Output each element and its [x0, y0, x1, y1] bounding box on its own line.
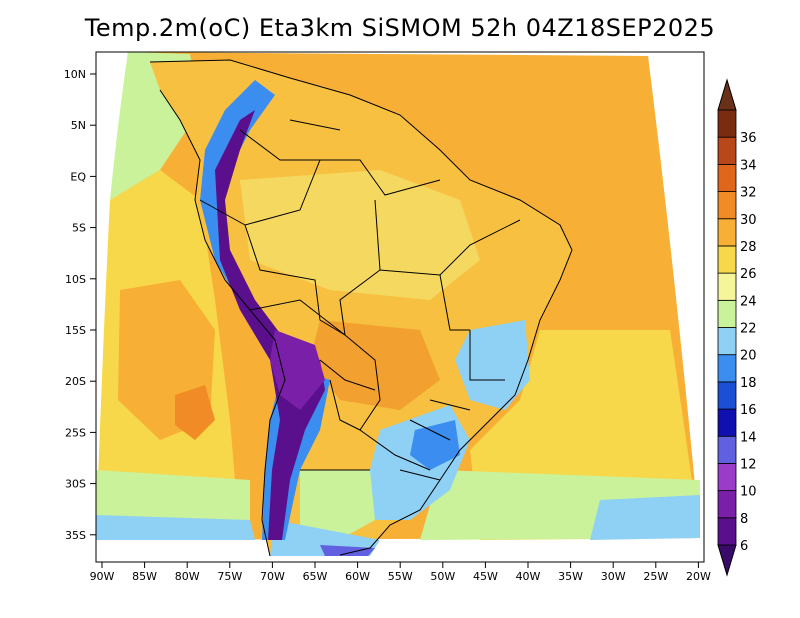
lon-tick-label: 30W	[601, 570, 626, 583]
lat-tick-label: EQ	[70, 170, 86, 183]
southeast-colder-region	[410, 420, 460, 470]
colorbar-label: 36	[740, 131, 757, 146]
andes-cold-core	[215, 110, 325, 540]
colorbar-lower-arrow	[717, 544, 737, 577]
colorbar-swatch	[717, 408, 737, 437]
colorbar: 6 8 10 12 14 16 18 20 22 24 26 28 30 32 34 36	[717, 78, 757, 577]
colorbar-label: 30	[740, 213, 757, 228]
temperature-field	[96, 52, 700, 556]
northeast-cool-highlands	[455, 320, 530, 410]
colorbar-swatch	[717, 435, 737, 464]
lat-tick-label: 35S	[65, 529, 86, 542]
lon-tick-label: 55W	[388, 570, 413, 583]
colorbar-label: 20	[740, 349, 757, 364]
lat-tick-label: 10N	[64, 68, 86, 81]
colorbar-swatch	[717, 245, 737, 274]
lat-tick-label: 20S	[65, 375, 86, 388]
lon-tick-label: 45W	[473, 570, 498, 583]
colorbar-swatch	[717, 136, 737, 165]
colorbar-swatch	[717, 327, 737, 356]
colorbar-swatch	[717, 517, 737, 546]
colorbar-swatch	[717, 299, 737, 328]
lon-tick-label: 70W	[260, 570, 285, 583]
lat-tick-label: 10S	[65, 273, 86, 286]
south-atlantic-cold	[590, 495, 700, 540]
pampas-cool	[300, 470, 375, 545]
far-south-cold	[320, 545, 375, 556]
lon-tick-label: 40W	[516, 570, 541, 583]
lon-tick-label: 25W	[643, 570, 668, 583]
colorbar-label: 8	[740, 512, 748, 527]
lon-tick-label: 90W	[90, 570, 115, 583]
lat-tick-label: 25S	[65, 426, 86, 439]
colorbar-swatch	[717, 490, 737, 519]
colorbar-swatch	[717, 272, 737, 301]
lon-tick-label: 65W	[303, 570, 328, 583]
colorbar-swatch	[717, 354, 737, 383]
lat-tick-label: 5N	[71, 119, 86, 132]
colorbar-swatch	[717, 163, 737, 192]
lon-tick-label: 60W	[345, 570, 370, 583]
lat-tick-label: 15S	[65, 324, 86, 337]
colorbar-upper-arrow	[717, 78, 737, 111]
map-title: Temp.2m(oC) Eta3km SiSMOM 52h 04Z18SEP20…	[84, 14, 716, 42]
pacific-hot-patch	[175, 385, 215, 440]
lon-tick-label: 35W	[558, 570, 583, 583]
neighbor-borders	[199, 119, 376, 471]
central-hot-region	[310, 320, 440, 410]
colorbar-swatch	[717, 109, 737, 138]
lon-tick-label: 85W	[132, 570, 157, 583]
colorbar-label: 6	[740, 539, 748, 554]
longitude-axis: 90W 85W 80W 75W 70W 65W 60W 55W 50W 45W 40W 35W 30W 2…	[90, 562, 711, 583]
colorbar-label: 28	[740, 240, 757, 255]
colorbar-swatch	[717, 381, 737, 410]
lon-tick-label: 75W	[217, 570, 242, 583]
colorbar-label: 10	[740, 485, 757, 500]
colorbar-label: 12	[740, 457, 757, 472]
lon-tick-label: 80W	[175, 570, 200, 583]
lat-tick-label: 30S	[65, 478, 86, 491]
atlantic-warm	[370, 56, 670, 330]
colorbar-swatch	[717, 463, 737, 492]
colorbar-label: 22	[740, 322, 757, 337]
colorbar-label: 26	[740, 267, 757, 282]
colorbar-label: 14	[740, 430, 757, 445]
colorbar-label: 24	[740, 294, 757, 309]
altiplano-cold	[270, 330, 325, 410]
colorbar-swatch	[717, 218, 737, 247]
lon-tick-label: 20W	[686, 570, 711, 583]
amazon-warm-region	[240, 170, 480, 300]
south-pacific-cold	[96, 515, 255, 540]
colorbar-swatch	[717, 191, 737, 220]
political-boundaries	[149, 59, 573, 557]
colorbar-label: 18	[740, 376, 757, 391]
brazil-border	[244, 159, 441, 471]
colorbar-label: 32	[740, 186, 757, 201]
lat-tick-label: 5S	[72, 222, 86, 235]
latitude-axis: 10N 5N EQ 5S 10S 15S 20S 25S 30S 35S	[64, 68, 96, 542]
lon-tick-label: 50W	[430, 570, 455, 583]
colorbar-label: 34	[740, 158, 757, 173]
brazil-state-lines	[339, 199, 521, 481]
colorbar-label: 16	[740, 403, 757, 418]
